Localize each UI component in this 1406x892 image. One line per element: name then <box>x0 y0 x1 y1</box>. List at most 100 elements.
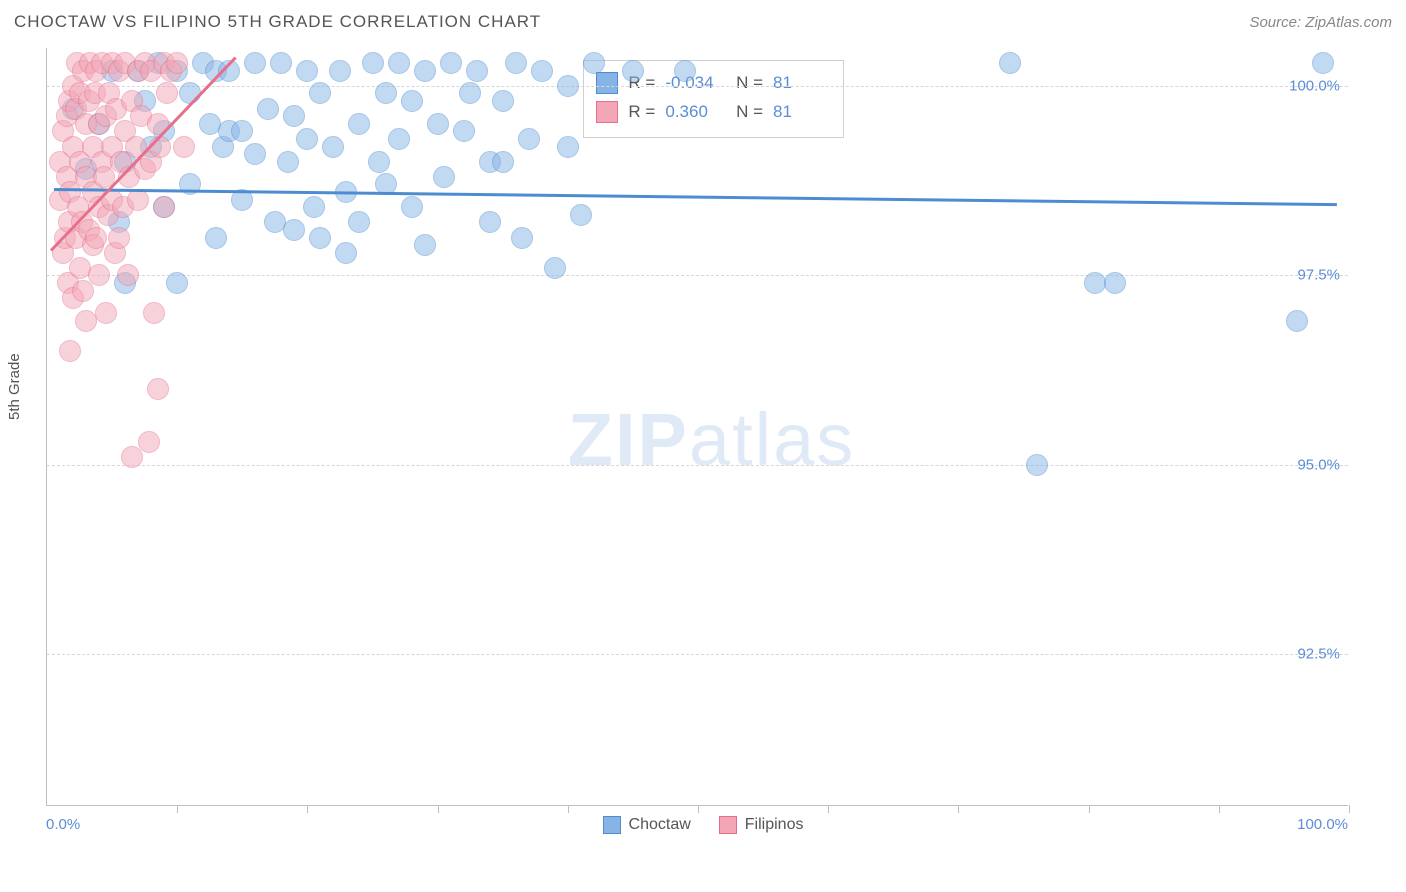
stats-n-label: N = <box>731 69 763 98</box>
data-point <box>296 60 318 82</box>
data-point <box>1286 310 1308 332</box>
y-tick-label: 95.0% <box>1297 456 1340 473</box>
data-point <box>283 105 305 127</box>
data-point <box>414 60 436 82</box>
data-point <box>59 340 81 362</box>
data-point <box>296 128 318 150</box>
data-point <box>388 128 410 150</box>
data-point <box>270 52 292 74</box>
data-point <box>329 60 351 82</box>
x-tick <box>1089 805 1090 813</box>
data-point <box>108 227 130 249</box>
data-point <box>505 52 527 74</box>
data-point <box>244 143 266 165</box>
data-point <box>583 52 605 74</box>
stats-n-value: 81 <box>773 69 829 98</box>
stats-row: R = 0.360 N = 81 <box>596 98 829 127</box>
data-point <box>348 113 370 135</box>
data-point <box>173 136 195 158</box>
watermark-bold: ZIP <box>568 398 689 481</box>
data-point <box>147 378 169 400</box>
data-point <box>244 52 266 74</box>
data-point <box>231 120 253 142</box>
data-point <box>453 120 475 142</box>
legend-label: Choctaw <box>629 816 691 834</box>
data-point <box>303 196 325 218</box>
data-point <box>433 166 455 188</box>
x-tick <box>307 805 308 813</box>
legend-swatch <box>719 816 737 834</box>
data-point <box>999 52 1021 74</box>
data-point <box>557 136 579 158</box>
data-point <box>322 136 344 158</box>
y-tick-label: 92.5% <box>1297 646 1340 663</box>
y-tick-label: 97.5% <box>1297 267 1340 284</box>
data-point <box>368 151 390 173</box>
data-point <box>143 302 165 324</box>
data-point <box>1312 52 1334 74</box>
data-point <box>511 227 533 249</box>
data-point <box>414 234 436 256</box>
data-point <box>257 98 279 120</box>
legend-item: Filipinos <box>719 816 804 834</box>
gridline <box>47 86 1348 87</box>
data-point <box>85 227 107 249</box>
series-swatch <box>596 72 618 94</box>
stats-r-value: 0.360 <box>665 98 721 127</box>
stats-n-label: N = <box>731 98 763 127</box>
watermark: ZIPatlas <box>568 397 855 482</box>
data-point <box>459 82 481 104</box>
data-point <box>674 60 696 82</box>
data-point <box>283 219 305 241</box>
data-point <box>375 82 397 104</box>
legend: Choctaw Filipinos <box>0 816 1406 834</box>
data-point <box>309 82 331 104</box>
y-tick-label: 100.0% <box>1289 77 1340 94</box>
x-tick <box>1219 805 1220 813</box>
data-point <box>427 113 449 135</box>
data-point <box>166 52 188 74</box>
x-tick <box>568 805 569 813</box>
data-point <box>166 272 188 294</box>
data-point <box>401 196 423 218</box>
data-point <box>479 211 501 233</box>
data-point <box>1026 454 1048 476</box>
data-point <box>138 431 160 453</box>
x-tick <box>438 805 439 813</box>
chart-title: CHOCTAW VS FILIPINO 5TH GRADE CORRELATIO… <box>14 12 541 32</box>
data-point <box>557 75 579 97</box>
plot-area: ZIPatlas R = -0.034 N = 81R = 0.360 N = … <box>46 48 1348 806</box>
data-point <box>121 446 143 468</box>
x-tick <box>828 805 829 813</box>
data-point <box>348 211 370 233</box>
data-point <box>570 204 592 226</box>
x-tick <box>958 805 959 813</box>
data-point <box>466 60 488 82</box>
data-point <box>1104 272 1126 294</box>
data-point <box>362 52 384 74</box>
legend-label: Filipinos <box>745 816 804 834</box>
gridline <box>47 465 1348 466</box>
stats-n-value: 81 <box>773 98 829 127</box>
data-point <box>156 82 178 104</box>
gridline <box>47 654 1348 655</box>
data-point <box>518 128 540 150</box>
data-point <box>95 302 117 324</box>
data-point <box>149 136 171 158</box>
series-swatch <box>596 101 618 123</box>
data-point <box>335 242 357 264</box>
legend-swatch <box>603 816 621 834</box>
data-point <box>388 52 410 74</box>
x-tick <box>698 805 699 813</box>
data-point <box>401 90 423 112</box>
x-tick <box>1349 805 1350 813</box>
data-point <box>277 151 299 173</box>
data-point <box>205 227 227 249</box>
gridline <box>47 275 1348 276</box>
legend-item: Choctaw <box>603 816 691 834</box>
data-point <box>153 196 175 218</box>
y-axis-label: 5th Grade <box>6 353 23 420</box>
data-point <box>117 264 139 286</box>
data-point <box>544 257 566 279</box>
data-point <box>492 90 514 112</box>
